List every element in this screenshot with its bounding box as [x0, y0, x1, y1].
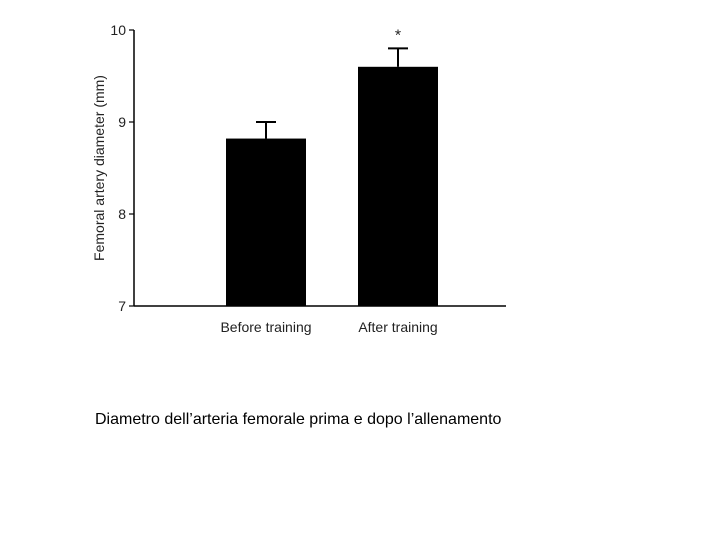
x-axis-category-labels: Before training After training [220, 319, 437, 335]
y-axis-title: Femoral artery diameter (mm) [91, 75, 107, 261]
y-axis-ticks: 7 8 9 10 [110, 22, 134, 314]
bars [226, 66, 438, 306]
bar-chart: 7 8 9 10 * Before training After training Fe… [91, 22, 506, 335]
y-tick-label: 9 [118, 114, 126, 130]
y-tick-label: 7 [118, 298, 126, 314]
bar [226, 138, 306, 306]
significance-asterisk: * [395, 27, 401, 44]
x-category-label: Before training [220, 319, 311, 335]
annotations: * [395, 27, 401, 44]
figure-caption: Diametro dell’arteria femorale prima e d… [95, 411, 502, 428]
bar [358, 66, 438, 306]
x-category-label: After training [358, 319, 437, 335]
error-bars [256, 47, 408, 139]
y-tick-label: 8 [118, 206, 126, 222]
y-tick-label: 10 [110, 22, 126, 38]
